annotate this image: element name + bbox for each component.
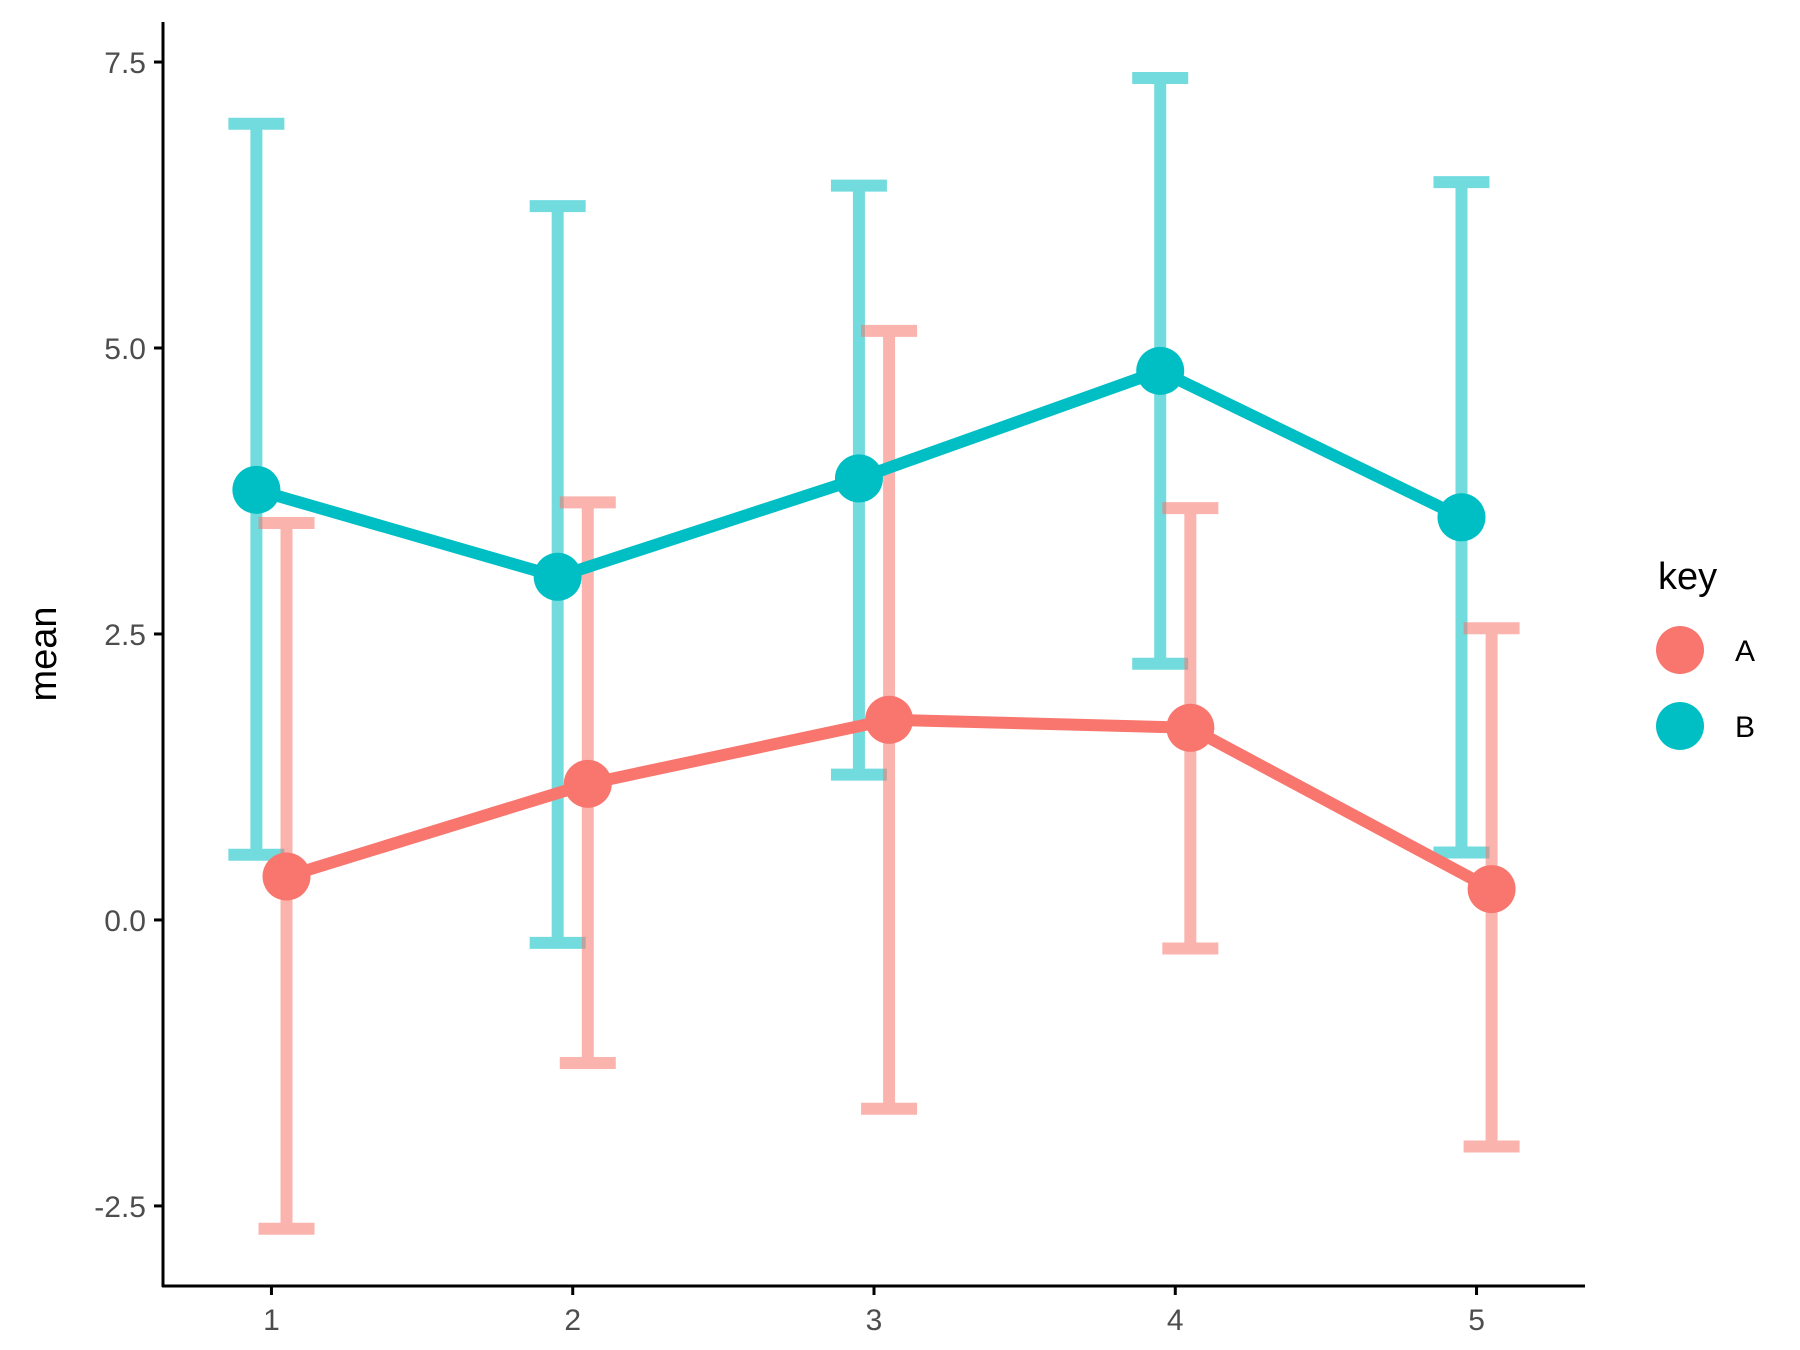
y-tick-label: -2.5: [94, 1191, 146, 1224]
legend-label-a: A: [1735, 635, 1755, 668]
y-tick-label: 7.5: [104, 47, 146, 80]
data-point-b: [834, 454, 883, 503]
data-point-a: [262, 852, 311, 901]
data-point-b: [1437, 493, 1486, 542]
error-bars-layer: [228, 72, 1520, 1235]
x-tick-label: 5: [1468, 1304, 1485, 1337]
axes-layer: [161, 22, 1585, 1288]
legend-key-point-a: [1656, 626, 1704, 674]
y-tick-label: 2.5: [104, 619, 146, 652]
data-point-a: [1467, 865, 1516, 914]
data-point-b: [1136, 346, 1185, 395]
data-point-b: [232, 465, 281, 514]
series-lines-layer: [254, 364, 1495, 895]
x-tick-label: 3: [866, 1304, 883, 1337]
y-ticks-layer: -2.5 0.0 2.5 5.0 7.5: [94, 47, 163, 1224]
data-point-a: [563, 759, 612, 808]
data-point-b: [533, 552, 582, 601]
legend-label-b: B: [1735, 711, 1755, 744]
data-point-a: [865, 695, 914, 744]
y-axis-title: mean: [23, 606, 65, 701]
y-tick-label: 0.0: [104, 905, 146, 938]
x-tick-label: 4: [1167, 1304, 1184, 1337]
x-tick-label: 2: [564, 1304, 581, 1337]
legend-title: key: [1658, 556, 1717, 598]
x-ticks-layer: 1 2 3 4 5: [263, 1286, 1485, 1337]
legend-item-a: A: [1656, 626, 1755, 674]
x-tick-label: 1: [263, 1304, 280, 1337]
legend-key-point-b: [1656, 702, 1704, 750]
legend: key AB: [1656, 556, 1755, 750]
data-point-a: [1166, 703, 1215, 752]
series-points-layer: [232, 346, 1516, 914]
y-tick-label: 5.0: [104, 333, 146, 366]
legend-items: AB: [1656, 626, 1755, 750]
legend-item-b: B: [1656, 702, 1755, 750]
